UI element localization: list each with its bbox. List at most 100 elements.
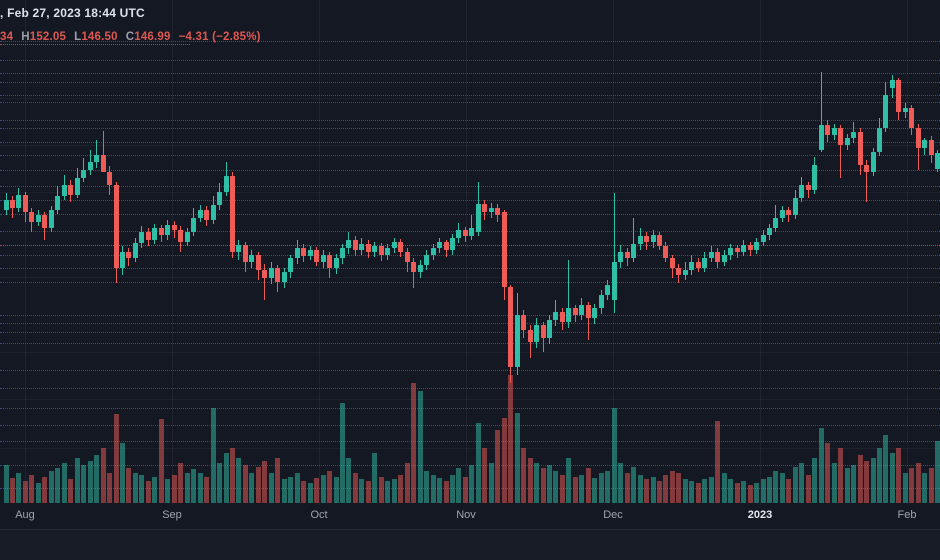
candle-body [702,257,708,269]
candle-body [851,132,857,138]
volume-bar [669,471,675,503]
candle-body [242,244,248,263]
candle-body [68,184,74,196]
candle-body [773,217,779,229]
candle-body [275,268,281,282]
candle-body [812,164,818,190]
candle-wick [102,130,104,161]
candle-body [922,140,928,149]
price-line [0,245,940,246]
candle-body [799,184,805,198]
volume-bar [812,458,818,503]
candle-body [540,324,546,338]
candle-body [857,132,863,165]
candle-body [404,252,410,263]
candle-body [158,228,164,236]
volume-bar [792,467,798,503]
time-axis[interactable]: Aug Sep Oct Nov Dec 2023 Feb [0,505,940,529]
grid-vline [613,0,614,505]
candle-body [307,249,313,257]
ohlc-close-value: 146.99 [134,31,171,43]
candle-body [514,315,520,368]
volume-bar [333,477,339,503]
grid-vline [466,0,467,505]
volume-bar [547,465,552,503]
candle-body [779,209,785,218]
volume-bar [702,479,708,503]
volume-bar [566,458,572,503]
volume-bar [178,463,184,503]
volume-bar [831,463,837,503]
candle-body [320,255,326,263]
candle-body [754,242,759,250]
volume-bar [825,443,831,503]
volume-bar [10,478,15,503]
volume-bar [22,481,28,503]
volume-bar [676,473,682,503]
candle-body [126,252,132,258]
volume-bar [534,463,539,503]
volume-bar [255,467,261,503]
volume-bar [378,477,384,503]
candle-body [94,155,100,163]
volume-bar [909,468,915,503]
volume-bar [624,473,630,503]
candle-body [288,257,294,272]
volume-bar [488,463,494,503]
symbol-title: , Feb 27, 2023 18:44 UTC [0,6,145,20]
ohlc-open-fragment: 34 [0,31,14,43]
level-line [0,214,940,216]
candle-body [327,255,332,269]
candle-body [527,329,533,343]
volume-bar [404,463,410,503]
ohlc-close-label: C [125,31,135,43]
grid-hline [0,276,940,278]
volume-bar [55,468,61,503]
candle-body [559,312,565,323]
x-axis-label: Aug [15,509,35,521]
candle-body [262,269,268,278]
level-line [0,342,940,344]
level-line [0,268,940,270]
volume-bar [721,473,727,503]
volume-bar [449,475,455,503]
chart-canvas[interactable] [0,0,940,530]
candle-body [669,257,675,269]
volume-bar [391,479,397,503]
x-axis-label: Nov [456,509,476,521]
volume-bar [191,469,197,503]
level-line [0,169,940,171]
candle-body [281,272,287,282]
candle-wick [633,217,635,263]
candle-body [501,212,507,288]
candle-body [838,128,844,145]
volume-bar [922,473,928,503]
candle-wick [96,140,98,169]
candle-body [715,252,721,263]
volume-bar [352,473,358,503]
volume-bar [514,413,520,503]
volume-bar [482,448,488,503]
volume-bar [844,468,850,503]
candle-body [346,240,352,249]
volume-bar [281,479,287,503]
candle-body [411,262,417,272]
footer-divider [0,529,940,530]
volume-bar [113,414,119,503]
candle-body [48,209,54,229]
candle-body [657,235,662,246]
candle-body [378,246,384,256]
volume-bar [365,481,371,503]
candle-body [236,244,242,252]
volume-bar [605,471,611,503]
volume-bar [242,465,248,503]
volume-bar [359,479,365,503]
volume-bar [288,477,294,503]
candle-wick [413,257,415,289]
x-axis-label: Oct [310,509,328,521]
candle-body [534,324,539,343]
candle-body [132,242,138,258]
candle-body [760,235,766,243]
candle-wick [866,160,867,202]
candle-body [721,255,727,263]
